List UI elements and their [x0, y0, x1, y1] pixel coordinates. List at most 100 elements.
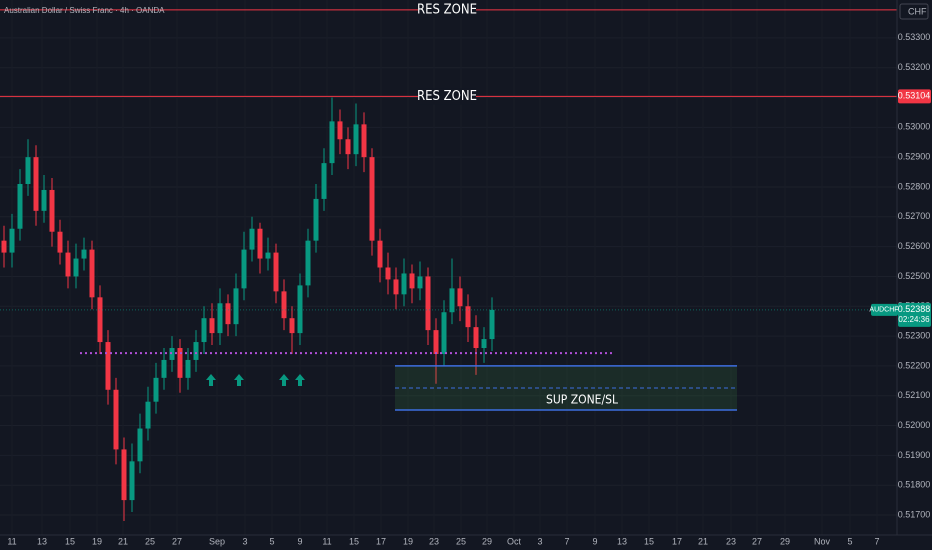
- x-tick-label: Nov: [814, 536, 831, 546]
- x-tick-label: 19: [403, 536, 413, 546]
- x-tick-label: 23: [429, 536, 439, 546]
- last-price-tag: [898, 302, 931, 327]
- x-tick-label: 29: [482, 536, 492, 546]
- candle-body: [345, 139, 351, 155]
- x-tick-label: 27: [752, 536, 762, 546]
- candle-body: [289, 318, 295, 334]
- candle-body: [305, 240, 311, 286]
- x-tick-label: 7: [564, 536, 569, 546]
- candle-body: [337, 121, 343, 140]
- arrow-icon: [234, 374, 244, 386]
- y-tick-label: 0.52600: [898, 241, 931, 251]
- candle-body: [73, 258, 79, 277]
- candle-body: [17, 183, 23, 229]
- candle-body: [441, 312, 447, 354]
- candle-body: [1, 240, 7, 253]
- candle-body: [281, 291, 287, 319]
- candle-body: [121, 449, 127, 501]
- candle-body: [385, 267, 391, 280]
- y-tick-label: 0.53300: [898, 32, 931, 42]
- candle-body: [257, 228, 263, 259]
- candle-body: [465, 306, 471, 328]
- x-tick-label: 19: [92, 536, 102, 546]
- candle-body: [225, 303, 231, 325]
- candle-body: [97, 297, 103, 343]
- candle-body: [201, 318, 207, 343]
- candle-body: [489, 309, 495, 340]
- symbol-tag: [871, 303, 898, 316]
- res-zone-label-bg: [418, 1, 476, 18]
- candle-body: [273, 252, 279, 292]
- y-tick-label: 0.52100: [898, 390, 931, 400]
- price-tag-label: 0.53104: [898, 91, 931, 101]
- y-tick-label: 0.52200: [898, 360, 931, 370]
- x-tick-label: 15: [349, 536, 359, 546]
- y-tick-label: 0.51800: [898, 480, 931, 490]
- candle-body: [313, 198, 319, 241]
- candle-body: [185, 359, 191, 378]
- x-tick-label: Oct: [507, 536, 522, 546]
- candle-body: [129, 461, 135, 501]
- x-tick-label: 23: [726, 536, 736, 546]
- candle-body: [145, 401, 151, 429]
- x-tick-label: 27: [172, 536, 182, 546]
- res-zone-label: RES ZONE: [417, 89, 477, 104]
- x-tick-label: 9: [297, 536, 302, 546]
- candle-body: [57, 231, 63, 253]
- candle-body: [209, 318, 215, 334]
- x-tick-label: 13: [37, 536, 47, 546]
- candle-body: [241, 249, 247, 289]
- y-tick-label: 0.52000: [898, 420, 931, 430]
- x-tick-label: 15: [644, 536, 654, 546]
- y-tick-label: 0.51900: [898, 450, 931, 460]
- countdown: 02:24:36: [898, 315, 930, 324]
- candle-body: [377, 240, 383, 268]
- candle-body: [161, 359, 167, 378]
- candle-body: [249, 228, 255, 250]
- candle-body: [81, 249, 87, 259]
- x-tick-label: 9: [592, 536, 597, 546]
- price-tag: [898, 89, 931, 104]
- x-tick-label: 15: [65, 536, 75, 546]
- arrow-icon: [295, 374, 305, 386]
- y-tick-label: 0.52500: [898, 271, 931, 281]
- x-tick-label: 17: [376, 536, 386, 546]
- candle-body: [297, 285, 303, 334]
- y-tick-label: 0.52900: [898, 152, 931, 162]
- candle-body: [137, 428, 143, 462]
- candle-body: [41, 189, 47, 211]
- y-tick-label: 0.51700: [898, 509, 931, 519]
- candle-body: [473, 327, 479, 349]
- candle-body: [177, 348, 183, 378]
- currency-box[interactable]: [899, 3, 929, 20]
- x-tick-label: 11: [7, 536, 16, 546]
- currency: CHF: [908, 6, 927, 16]
- chart-title: Australian Dollar / Swiss Franc · 4h · O…: [4, 6, 165, 15]
- candle-body: [153, 377, 159, 402]
- sup-zone-label: SUP ZONE/SL: [546, 393, 618, 407]
- candle-body: [89, 249, 95, 298]
- x-tick-label: 3: [242, 536, 247, 546]
- candle-body: [105, 342, 111, 390]
- candle-body: [193, 342, 199, 360]
- res-zone-label: RES ZONE: [417, 2, 477, 17]
- x-tick-label: 5: [269, 536, 274, 546]
- candle-body: [417, 276, 423, 289]
- candle-body: [329, 121, 335, 164]
- arrow-icon: [206, 374, 216, 386]
- x-tick-label: 5: [847, 536, 852, 546]
- candle-body: [481, 339, 487, 349]
- x-tick-label: 7: [874, 536, 879, 546]
- x-tick-label: 21: [118, 536, 128, 546]
- candle-body: [65, 252, 71, 277]
- x-tick-label: 25: [456, 536, 466, 546]
- y-tick-label: 0.52800: [898, 181, 931, 191]
- candle-body: [401, 273, 407, 295]
- candle-body: [353, 124, 359, 155]
- candle-body: [369, 157, 375, 241]
- res-zone-label-bg: [418, 88, 476, 105]
- y-tick-label: 0.53000: [898, 122, 931, 132]
- candle-body: [425, 276, 431, 331]
- y-tick-label: 0.52700: [898, 211, 931, 221]
- candle-body: [113, 389, 119, 450]
